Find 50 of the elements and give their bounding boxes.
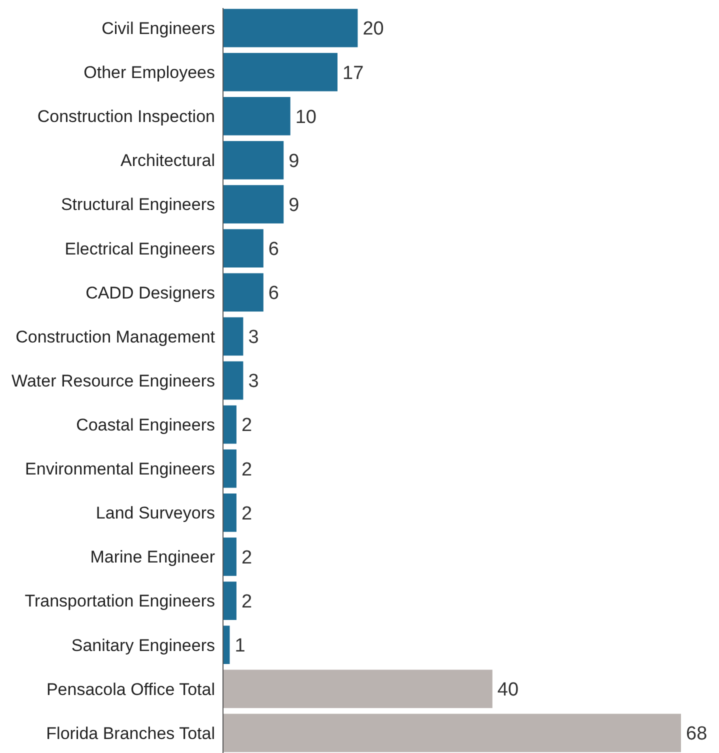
y-tick-label: Construction Inspection xyxy=(37,107,215,126)
y-tick-label: Florida Branches Total xyxy=(46,724,215,743)
data-label: 3 xyxy=(248,371,259,392)
bar xyxy=(223,670,492,708)
bar xyxy=(223,96,290,136)
y-tick-label: Architectural xyxy=(120,151,215,170)
data-label: 10 xyxy=(295,106,316,128)
bar xyxy=(223,317,244,356)
data-label: 68 xyxy=(686,724,708,745)
bar xyxy=(223,52,338,92)
data-label: 2 xyxy=(241,547,252,568)
y-tick-label: Civil Engineers xyxy=(102,18,215,38)
y-tick-label: Water Resource Engineers xyxy=(12,371,215,390)
y-tick-label: Land Surveyors xyxy=(96,504,215,523)
bar xyxy=(223,449,236,488)
bar xyxy=(223,361,244,400)
data-label: 6 xyxy=(268,283,279,304)
data-label: 20 xyxy=(362,18,384,40)
data-label: 2 xyxy=(241,459,252,480)
data-label: 9 xyxy=(288,194,300,216)
y-tick-label: Structural Engineers xyxy=(60,195,215,214)
y-tick-label: Other Employees xyxy=(84,63,215,82)
data-label: 2 xyxy=(241,503,252,524)
bar xyxy=(223,8,358,48)
data-label: 40 xyxy=(497,680,519,701)
bar xyxy=(223,229,264,268)
bar xyxy=(223,141,284,180)
bar xyxy=(223,538,236,576)
y-tick-label: Pensacola Office Total xyxy=(46,680,215,699)
y-tick-label: Marine Engineer xyxy=(90,548,216,567)
bar xyxy=(223,582,236,620)
y-tick-label: Sanitary Engineers xyxy=(71,636,215,655)
data-label: 17 xyxy=(342,62,364,84)
bar xyxy=(223,273,264,312)
y-tick-label: Environmental Engineers xyxy=(25,460,215,479)
bar xyxy=(223,714,681,752)
data-label: 2 xyxy=(241,415,252,436)
y-tick-label: Electrical Engineers xyxy=(64,239,215,258)
data-label: 1 xyxy=(234,635,246,656)
y-tick-label: Coastal Engineers xyxy=(76,416,215,435)
bar xyxy=(223,405,236,444)
bar xyxy=(223,185,284,224)
y-tick-label: CADD Designers xyxy=(86,283,215,302)
data-label: 9 xyxy=(288,150,300,172)
data-label: 6 xyxy=(268,238,279,260)
y-tick-label: Transportation Engineers xyxy=(24,592,215,611)
bar xyxy=(223,494,236,532)
data-label: 2 xyxy=(241,591,252,612)
data-label: 3 xyxy=(248,327,259,348)
y-tick-label: Construction Management xyxy=(16,327,216,346)
